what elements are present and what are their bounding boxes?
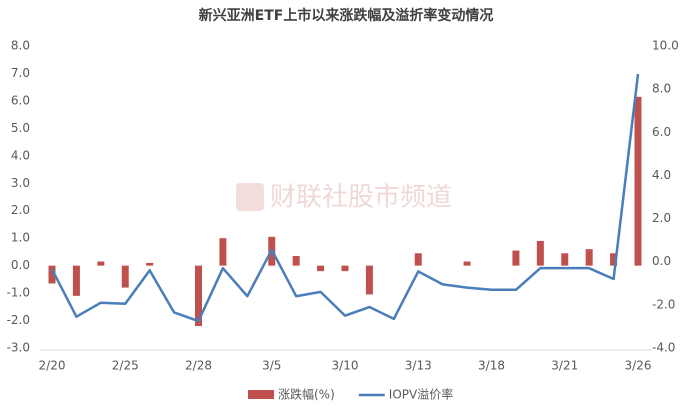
x-tick-label: 2/28 [185, 359, 212, 373]
x-tick-label: 3/26 [625, 359, 652, 373]
x-tick-label: 3/18 [478, 359, 505, 373]
y-tick-label: 4.0 [11, 148, 30, 162]
y-tick-label: 0.0 [11, 258, 30, 272]
bar [97, 261, 105, 266]
y2-tick-label: 10.0 [652, 39, 679, 53]
watermark-logo [236, 183, 264, 211]
bar [561, 253, 569, 266]
y-tick-label: -3.0 [7, 341, 30, 355]
y2-tick-label: 6.0 [652, 125, 671, 139]
bar [48, 265, 56, 284]
line [50, 73, 640, 323]
legend-label: 涨跌幅(%) [278, 387, 335, 402]
y-tick-label: 5.0 [11, 121, 30, 135]
y2-tick-label: 4.0 [652, 168, 671, 182]
bar [219, 238, 227, 266]
legend-label: IOPV溢价率 [389, 387, 453, 402]
legend-swatch [248, 390, 274, 399]
bar [536, 240, 544, 266]
bar [585, 249, 593, 266]
y-tick-label: 2.0 [11, 203, 30, 217]
y2-tick-label: -2.0 [652, 297, 675, 311]
y-tick-label: -2.0 [7, 313, 30, 327]
bar [292, 256, 300, 266]
y-tick-label: 6.0 [11, 93, 30, 107]
x-tick-label: 3/13 [405, 359, 432, 373]
bar [610, 253, 618, 266]
y2-tick-label: 8.0 [652, 82, 671, 96]
bar [72, 265, 80, 296]
bar [317, 265, 325, 272]
x-tick-label: 3/10 [332, 359, 359, 373]
bar [146, 262, 154, 266]
bar [463, 261, 471, 266]
bar [365, 265, 373, 295]
y2-tick-label: 0.0 [652, 254, 671, 268]
y-tick-label: 1.0 [11, 231, 30, 245]
y-tick-label: 3.0 [11, 176, 30, 190]
bar [634, 96, 642, 266]
watermark: 财联社股市频道 [270, 183, 452, 213]
bar [121, 265, 129, 288]
x-tick-label: 3/21 [551, 359, 578, 373]
y2-tick-label: 2.0 [652, 211, 671, 225]
bar [512, 250, 520, 266]
x-tick-label: 2/20 [39, 359, 66, 373]
bar [414, 253, 422, 266]
y-tick-label: 7.0 [11, 66, 30, 80]
bar [341, 265, 349, 272]
x-tick-label: 2/25 [112, 359, 139, 373]
bar [195, 265, 202, 327]
y-tick-label: 8.0 [11, 39, 30, 53]
y-tick-label: -1.0 [7, 286, 30, 300]
y2-tick-label: -4.0 [652, 341, 675, 355]
chart-title: 新兴亚洲ETF上市以来涨跌幅及溢折率变动情况 [199, 7, 494, 24]
x-tick-label: 3/5 [262, 359, 281, 373]
